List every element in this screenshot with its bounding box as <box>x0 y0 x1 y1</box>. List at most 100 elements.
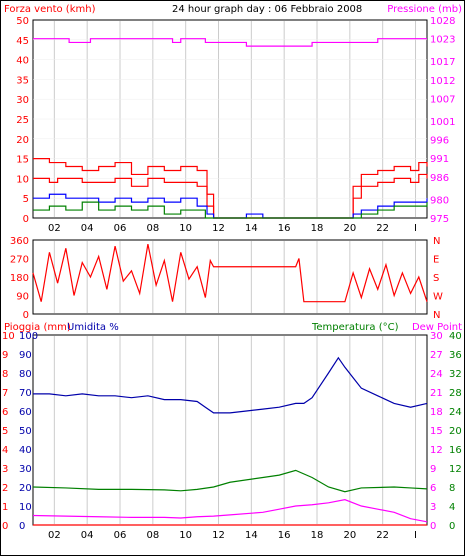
dew-tick-label: 6 <box>430 483 436 494</box>
temp-tick-label: 28 <box>449 388 462 399</box>
top-right-tick-label: 1023 <box>430 35 455 46</box>
rain-tick-label: 4 <box>2 445 8 456</box>
top-xtick-label: 22 <box>376 223 389 234</box>
dew-tick-label: 27 <box>430 350 443 361</box>
temp-tick-label: 20 <box>449 426 462 437</box>
bot-xtick-label: 22 <box>376 530 389 541</box>
top-left-tick-label: 30 <box>16 95 29 106</box>
temp-tick-label: 32 <box>449 369 462 380</box>
series-humidity <box>33 356 428 414</box>
dew-axis-title: Dew Point <box>412 322 462 333</box>
pressure-axis-title: Pressione (mb) <box>387 4 462 15</box>
top-right-tick-label: 991 <box>430 154 449 165</box>
humidity-tick-label: 10 <box>19 502 32 513</box>
humidity-tick-label: 60 <box>19 407 32 418</box>
top-left-tick-label: 35 <box>16 75 29 86</box>
bot-xtick-label: 18 <box>311 530 324 541</box>
top-left-tick-label: 0 <box>23 214 29 225</box>
bot-xtick-label: 14 <box>245 530 258 541</box>
rain-tick-label: 6 <box>2 407 8 418</box>
dir-left-tick-label: 90 <box>16 292 29 303</box>
dew-tick-label: 21 <box>430 388 443 399</box>
top-left-tick-label: 10 <box>16 174 29 185</box>
top-right-tick-label: 1012 <box>430 76 455 87</box>
top-left-tick-label: 45 <box>16 36 29 47</box>
top-xtick-label: I <box>414 223 417 234</box>
chart-title: 24 hour graph day : 06 Febbraio 2008 <box>172 4 362 15</box>
temp-tick-label: 36 <box>449 350 462 361</box>
bot-xtick-label: 12 <box>212 530 225 541</box>
dew-tick-label: 9 <box>430 464 436 475</box>
series-wind-dir-speed <box>33 193 428 219</box>
humidity-tick-label: 50 <box>19 426 32 437</box>
rain-tick-label: 1 <box>2 502 8 513</box>
humidity-tick-label: 40 <box>19 445 32 456</box>
humidity-tick-label: 80 <box>19 369 32 380</box>
bot-xtick-label: 10 <box>179 530 192 541</box>
temp-tick-label: 8 <box>449 483 455 494</box>
wind-axis-title: Forza vento (kmh) <box>4 4 96 15</box>
humidity-tick-label: 100 <box>19 331 38 342</box>
top-xtick-label: 18 <box>311 223 324 234</box>
series-dewpoint <box>32 499 428 523</box>
humidity-tick-label: 70 <box>19 388 32 399</box>
top-left-tick-label: 25 <box>16 115 29 126</box>
bot-xtick-label: I <box>414 530 417 541</box>
top-left-tick-label: 40 <box>16 56 29 67</box>
dir-left-tick-label: 360 <box>10 236 29 247</box>
rain-tick-label: 5 <box>2 426 8 437</box>
top-right-tick-label: 975 <box>430 214 449 225</box>
temp-tick-label: 4 <box>449 502 455 513</box>
top-right-tick-label: 1001 <box>430 117 455 128</box>
dir-left-tick-label: 0 <box>23 310 29 321</box>
temp-tick-label: 24 <box>449 407 462 418</box>
dew-tick-label: 12 <box>430 445 443 456</box>
temp-tick-label: 12 <box>449 464 462 475</box>
top-right-tick-label: 996 <box>430 136 449 147</box>
series-pressure <box>33 38 427 47</box>
series-wind-low <box>33 201 428 219</box>
dir-left-tick-label: 270 <box>10 255 29 266</box>
rain-tick-label: 10 <box>2 331 15 342</box>
top-xtick-label: 04 <box>81 223 94 234</box>
bot-xtick-label: 20 <box>343 530 356 541</box>
temp-tick-label: 0 <box>449 521 455 532</box>
top-left-tick-label: 50 <box>16 16 29 27</box>
top-xtick-label: 06 <box>114 223 127 234</box>
top-xtick-label: 02 <box>48 223 61 234</box>
top-right-tick-label: 986 <box>430 173 449 184</box>
rain-tick-label: 2 <box>2 483 8 494</box>
bot-xtick-label: 16 <box>278 530 291 541</box>
dew-tick-label: 30 <box>430 331 443 342</box>
top-xtick-label: 10 <box>179 223 192 234</box>
bot-xtick-label: 02 <box>48 530 61 541</box>
humidity-tick-label: 0 <box>19 521 25 532</box>
series-wind-direction <box>32 243 428 303</box>
dew-tick-label: 18 <box>430 407 443 418</box>
panel-mid-frame <box>32 239 428 315</box>
dew-tick-label: 24 <box>430 369 443 380</box>
top-right-tick-label: 980 <box>430 195 449 206</box>
temp-axis-title: Temperatura (°C) <box>311 322 399 333</box>
top-left-tick-label: 15 <box>16 155 29 166</box>
dir-left-tick-label: 180 <box>10 273 29 284</box>
humidity-tick-label: 20 <box>19 483 32 494</box>
dir-right-tick-label: N <box>433 310 440 321</box>
top-xtick-label: 12 <box>212 223 225 234</box>
dew-tick-label: 0 <box>430 521 436 532</box>
top-left-tick-label: 20 <box>16 135 29 146</box>
top-xtick-label: 20 <box>343 223 356 234</box>
dew-tick-label: 15 <box>430 426 443 437</box>
series-temperature <box>32 469 428 493</box>
top-left-tick-label: 5 <box>23 194 29 205</box>
temp-tick-label: 40 <box>449 331 462 342</box>
top-xtick-label: 14 <box>245 223 258 234</box>
series-wind-gust <box>33 158 428 219</box>
rain-axis-title: Pioggia (mm) <box>4 322 71 333</box>
rain-tick-label: 3 <box>2 464 8 475</box>
top-xtick-label: 08 <box>146 223 159 234</box>
temp-tick-label: 16 <box>449 445 462 456</box>
